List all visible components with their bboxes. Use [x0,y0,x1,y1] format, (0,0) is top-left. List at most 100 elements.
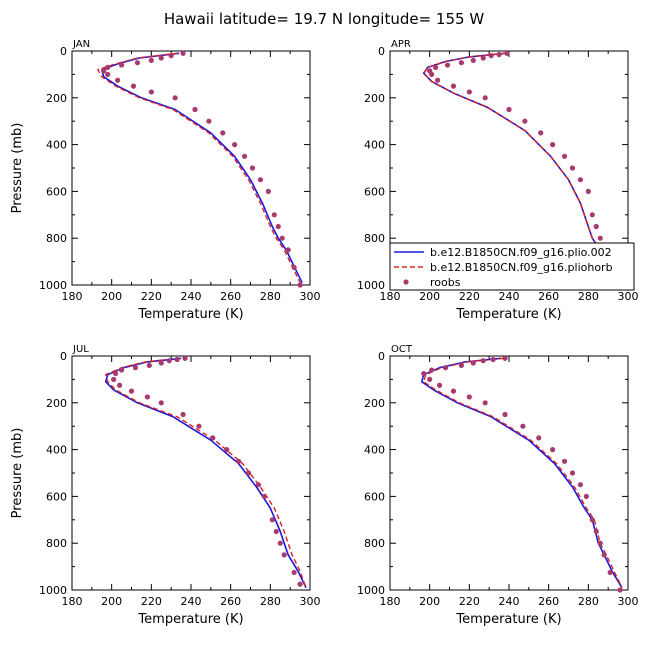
roobs-point [172,95,178,101]
roobs-point [180,50,186,56]
roobs-point [429,367,435,373]
roobs-point [550,142,556,148]
roobs-point [118,62,125,68]
legend: b.e12.B1850CN.f09_g16.plio.002 b.e12.B185… [389,242,635,291]
roobs-point [561,153,568,159]
x-tick-label: 180 [380,290,401,303]
x-tick-label: 300 [300,595,321,608]
roobs-point [269,517,275,523]
roobs-point [458,362,464,368]
x-tick-label: 240 [499,595,520,608]
panel-jul: 180 200 220 240 260 280 300 0 200 400 600 800 1000 JU… [10,344,321,627]
roobs-point [249,165,256,171]
x-tick-label: 280 [260,290,281,303]
y-tick-label: 600 [46,490,67,503]
plot-frame [389,355,629,591]
panel-label: JUL [72,344,89,355]
y-tick-label: 0 [378,350,385,363]
roobs-point [158,55,164,61]
x-tick-label: 260 [538,290,559,303]
roobs-point [236,458,242,464]
roobs-point [166,358,172,364]
y-axis-label: Pressure (mb) [10,428,25,519]
roobs-point [536,435,542,441]
roobs-point [255,482,262,488]
x-tick-label: 240 [499,290,520,303]
roobs-point [146,362,152,368]
roobs-point [182,355,188,361]
roobs-point [101,68,107,74]
roobs-point [450,83,457,89]
roobs-point [158,360,164,366]
roobs-point [273,528,279,535]
x-tick-label: 260 [538,595,559,608]
roobs-point [130,83,137,89]
roobs-point [504,50,510,56]
roobs-point [502,355,508,361]
y-tick-label: 800 [364,232,385,245]
panel-label: JAN [72,39,90,50]
roobs-point [261,493,267,499]
x-tick-label: 200 [419,595,440,608]
plot-frame [71,355,311,591]
roobs-point [105,71,111,77]
roobs-point [569,165,576,171]
roobs-point [192,106,198,113]
legend-marker-roobs [403,279,409,285]
y-tick-label: 600 [364,490,385,503]
roobs-point [271,212,277,218]
roobs-point [520,423,526,429]
roobs-point [111,376,117,382]
roobs-point [470,57,476,63]
y-tick-label: 0 [60,350,67,363]
roobs-point [444,62,451,68]
roobs-point [482,400,488,406]
roobs-point [593,528,599,535]
y-tick-label: 1000 [39,584,67,597]
x-tick-label: 240 [181,595,202,608]
roobs-point [132,365,139,371]
legend-label: b.e12.B1850CN.f09_g16.pliohorb [430,261,613,274]
x-tick-label: 240 [181,290,202,303]
panel-label: OCT [391,344,413,355]
roobs-point [265,188,271,194]
roobs-point [480,358,486,364]
roobs-point [429,71,435,77]
y-tick-label: 800 [364,537,385,550]
roobs-point [466,89,472,95]
x-tick-label: 280 [578,290,599,303]
roobs-point [158,400,164,406]
panel-jan: 180 200 220 240 260 280 300 0 200 400 600 800 1000 JA… [10,39,321,322]
panel-apr: 180 200 220 240 260 280 300 0 200 400 600 800 1000 AP… [357,39,639,322]
x-tick-label: 300 [618,290,639,303]
roobs-point [488,53,494,59]
y-tick-label: 200 [364,92,385,105]
x-tick-label: 200 [101,595,122,608]
roobs-point [174,356,180,363]
roobs-point [617,587,623,593]
y-tick-label: 1000 [357,279,385,292]
roobs-point [113,370,119,377]
roobs-point [421,370,427,377]
y-tick-label: 0 [60,45,67,58]
roobs-point [291,264,297,271]
roobs-point [210,435,216,441]
x-tick-label: 220 [459,290,480,303]
roobs-point [593,223,599,230]
x-axis-label: Temperature (K) [137,307,243,322]
roobs-point [105,64,111,70]
x-tick-label: 200 [419,290,440,303]
y-tick-label: 600 [46,185,67,198]
panel-label: APR [391,39,411,50]
x-tick-label: 280 [578,595,599,608]
roobs-point [450,388,457,394]
roobs-point [607,569,613,576]
roobs-point [279,235,285,241]
roobs-point [577,482,584,488]
roobs-point [115,77,121,83]
roobs-point [601,552,607,558]
roobs-point [550,447,556,453]
roobs-point [583,493,589,499]
roobs-point [480,55,486,61]
